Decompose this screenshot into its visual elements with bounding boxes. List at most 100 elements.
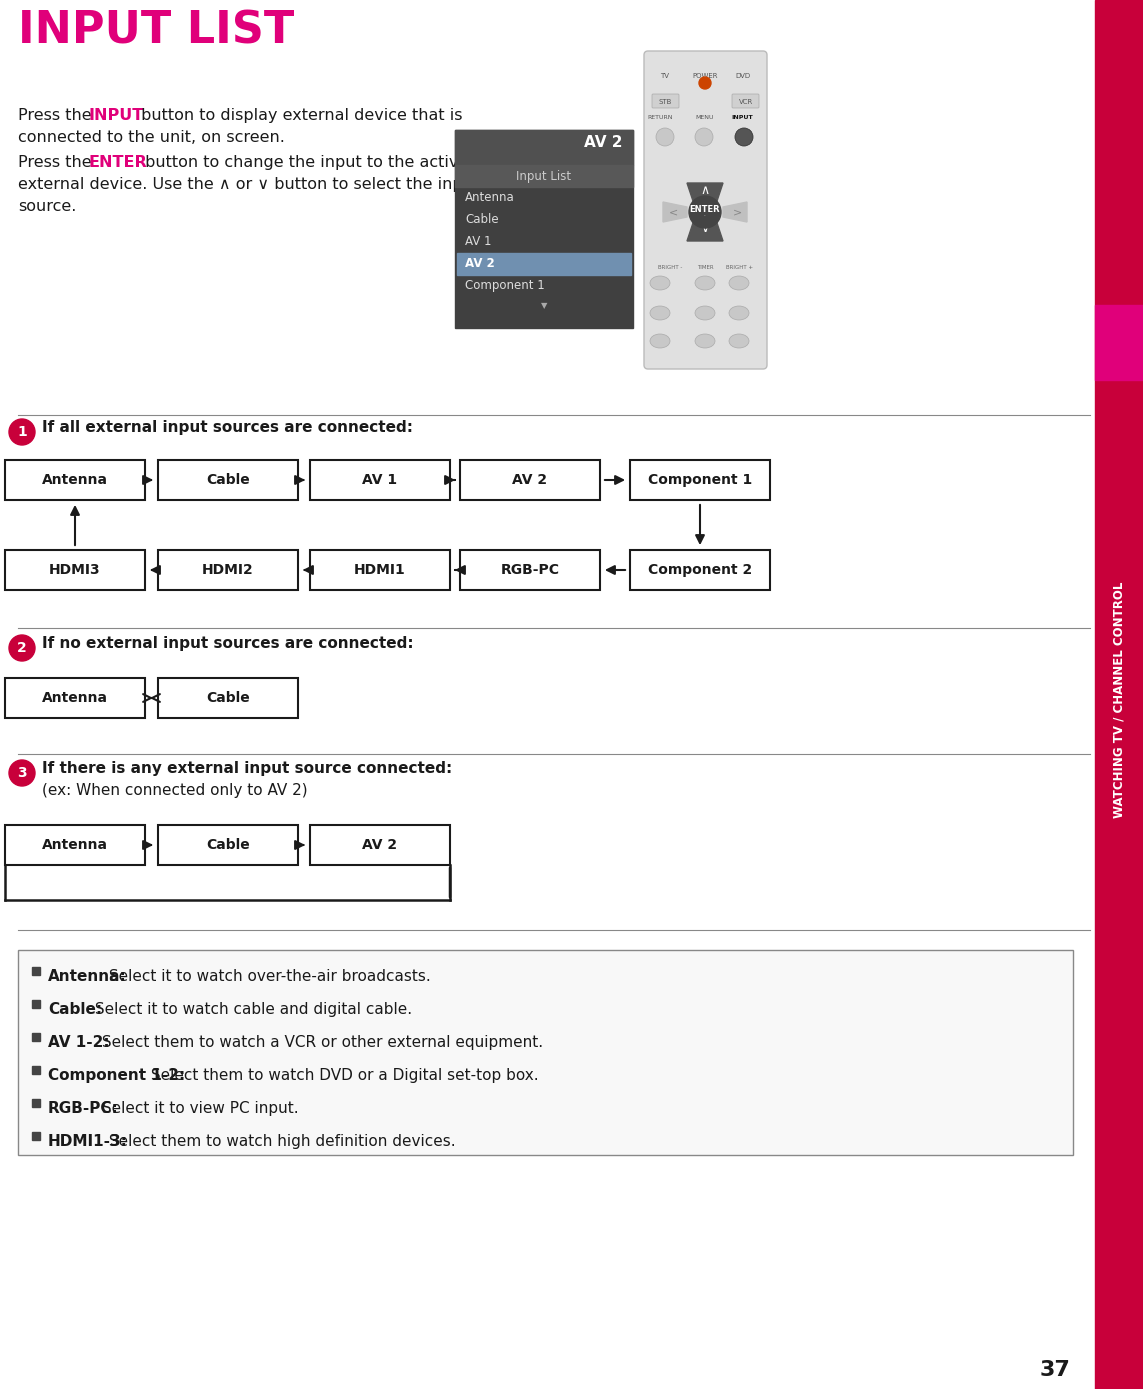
Bar (32, 1132, 40, 1140)
Bar (310, 825, 450, 865)
Text: Antenna: Antenna (42, 838, 107, 851)
Text: connected to the unit, on screen.: connected to the unit, on screen. (18, 131, 285, 144)
Text: POWER: POWER (693, 74, 718, 79)
Text: AV 2: AV 2 (512, 474, 547, 488)
Ellipse shape (729, 333, 749, 349)
Bar (310, 550, 450, 590)
Text: MENU: MENU (696, 115, 714, 119)
Bar (310, 460, 450, 500)
Text: Select them to watch a VCR or other external equipment.: Select them to watch a VCR or other exte… (97, 1035, 543, 1050)
Text: INPUT LIST: INPUT LIST (18, 10, 294, 53)
Text: TIMER: TIMER (697, 265, 713, 269)
Text: <: < (669, 207, 678, 217)
Bar (32, 1065, 40, 1074)
Text: INPUT: INPUT (88, 108, 143, 124)
Text: WATCHING TV / CHANNEL CONTROL: WATCHING TV / CHANNEL CONTROL (1112, 582, 1126, 818)
Text: AV 1: AV 1 (465, 235, 491, 249)
Text: Cable:: Cable: (48, 1001, 102, 1017)
Text: If there is any external input source connected:: If there is any external input source co… (42, 761, 453, 776)
Text: HDMI2: HDMI2 (202, 563, 254, 576)
Text: 2: 2 (17, 640, 27, 656)
Bar (5, 550, 145, 590)
Text: 1: 1 (17, 425, 27, 439)
Text: Select it to view PC input.: Select it to view PC input. (97, 1101, 298, 1115)
Text: >: > (733, 207, 742, 217)
Bar (455, 131, 633, 165)
Text: Antenna:: Antenna: (48, 970, 127, 983)
Circle shape (695, 128, 713, 146)
Circle shape (9, 419, 35, 444)
Text: RGB-PC:: RGB-PC: (48, 1101, 119, 1115)
Text: button to change the input to the active: button to change the input to the active (139, 156, 469, 169)
Circle shape (689, 196, 721, 228)
Text: Component 2: Component 2 (648, 563, 752, 576)
Text: RGB-PC: RGB-PC (501, 563, 560, 576)
FancyBboxPatch shape (644, 51, 767, 369)
Text: AV 1-2:: AV 1-2: (48, 1035, 110, 1050)
Bar (5, 825, 145, 865)
Text: button to display external device that is: button to display external device that i… (136, 108, 463, 124)
Bar (459, 460, 600, 500)
Bar (459, 550, 600, 590)
Text: If no external input sources are connected:: If no external input sources are connect… (42, 636, 414, 651)
Text: HDMI1-3:: HDMI1-3: (48, 1133, 128, 1149)
Text: HDMI3: HDMI3 (49, 563, 101, 576)
Text: If all external input sources are connected:: If all external input sources are connec… (42, 419, 413, 435)
Text: DVD: DVD (736, 74, 751, 79)
Circle shape (9, 760, 35, 786)
Bar (1095, 0, 1143, 1389)
Polygon shape (687, 183, 724, 207)
Bar (32, 1099, 40, 1107)
Text: AV 2: AV 2 (362, 838, 398, 851)
Text: ENTER: ENTER (88, 156, 146, 169)
Text: ∧: ∧ (701, 185, 710, 197)
Ellipse shape (695, 276, 716, 290)
Text: VCR: VCR (738, 99, 753, 106)
Bar (158, 460, 298, 500)
Circle shape (656, 128, 674, 146)
Bar (5, 678, 145, 718)
Polygon shape (663, 201, 687, 222)
Text: BRIGHT -: BRIGHT - (658, 265, 682, 269)
Bar (158, 825, 298, 865)
Ellipse shape (650, 276, 670, 290)
Polygon shape (724, 201, 748, 222)
Ellipse shape (695, 306, 716, 319)
Text: BRIGHT +: BRIGHT + (726, 265, 753, 269)
Circle shape (735, 128, 753, 146)
FancyBboxPatch shape (652, 94, 679, 108)
Text: Input List: Input List (517, 169, 572, 183)
Bar (457, 253, 631, 275)
Text: ∨: ∨ (701, 222, 710, 236)
Bar (630, 550, 770, 590)
Text: Cable: Cable (206, 690, 250, 706)
Polygon shape (687, 217, 724, 242)
Text: 37: 37 (1039, 1360, 1070, 1381)
Text: RETURN: RETURN (647, 115, 673, 119)
Circle shape (9, 635, 35, 661)
Text: 3: 3 (17, 765, 26, 781)
Bar (32, 967, 40, 975)
Ellipse shape (695, 333, 716, 349)
Text: Select it to watch over-the-air broadcasts.: Select it to watch over-the-air broadcas… (104, 970, 431, 983)
Ellipse shape (650, 333, 670, 349)
Bar (630, 460, 770, 500)
Text: ENTER: ENTER (689, 204, 720, 214)
Text: ▼: ▼ (541, 301, 547, 310)
Text: (ex: When connected only to AV 2): (ex: When connected only to AV 2) (42, 783, 307, 799)
Text: AV 2: AV 2 (584, 135, 623, 150)
Text: INPUT: INPUT (732, 115, 753, 119)
Text: Select it to watch cable and digital cable.: Select it to watch cable and digital cab… (90, 1001, 413, 1017)
Ellipse shape (650, 306, 670, 319)
Text: AV 2: AV 2 (465, 257, 495, 269)
Text: HDMI1: HDMI1 (354, 563, 406, 576)
Ellipse shape (729, 276, 749, 290)
Bar (158, 678, 298, 718)
Text: Select them to watch DVD or a Digital set-top box.: Select them to watch DVD or a Digital se… (146, 1068, 538, 1083)
Text: Press the: Press the (18, 156, 97, 169)
Bar (5, 460, 145, 500)
Text: Antenna: Antenna (42, 474, 107, 488)
Text: Cable: Cable (206, 838, 250, 851)
FancyBboxPatch shape (732, 94, 759, 108)
Circle shape (735, 128, 753, 146)
